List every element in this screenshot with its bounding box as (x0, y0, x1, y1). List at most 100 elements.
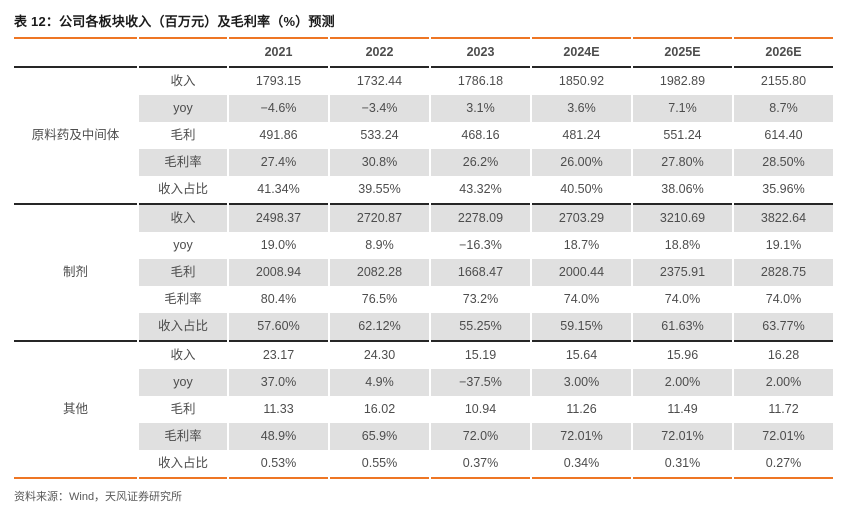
header-year: 2021 (229, 37, 328, 68)
metric-label: 毛利率 (139, 149, 227, 176)
value-cell: 2720.87 (330, 205, 429, 232)
value-cell: 15.96 (666, 348, 699, 362)
value-cell: 15.64 (565, 348, 598, 362)
value-cell: 0.37% (431, 450, 530, 479)
group-label: 原料药及中间体 (14, 68, 137, 205)
value-cell: 11.33 (263, 402, 294, 416)
value-cell: 2828.75 (734, 259, 833, 286)
value-cell: 16.02 (363, 402, 396, 416)
value-cell: 15.19 (464, 348, 497, 362)
value-cell: 468.16 (461, 128, 500, 142)
table-body: 原料药及中间体 收入 1793.15 1732.44 1786.18 1850.92 198… (14, 68, 833, 479)
group-label: 制剂 (14, 205, 137, 342)
value-cell: 8.9% (365, 238, 394, 252)
table-row: yoy 37.0% 4.9% −37.5% 3.00% 2.00% 2.00% (14, 369, 833, 396)
value-cell: 37.0% (229, 369, 328, 396)
value-cell: 614.40 (764, 128, 803, 142)
value-cell: 11.49 (667, 402, 698, 416)
value-cell: 2155.80 (760, 74, 807, 88)
metric-label: 收入 (170, 74, 196, 88)
table-row: 收入占比 41.34% 39.55% 43.32% 40.50% 38.06% 35.96% (14, 176, 833, 205)
table-row: yoy 19.0% 8.9% −16.3% 18.7% 18.8% 19.1% (14, 232, 833, 259)
header-year: 2024E (532, 37, 631, 68)
value-cell: 35.96% (734, 176, 833, 205)
value-cell: 11.26 (566, 402, 597, 416)
value-cell: 2.00% (633, 369, 732, 396)
value-cell: 491.86 (259, 128, 298, 142)
value-cell: −37.5% (431, 369, 530, 396)
value-cell: 73.2% (462, 292, 499, 306)
value-cell: 3.1% (431, 95, 530, 122)
value-cell: 72.01% (633, 423, 732, 450)
value-cell: −3.4% (330, 95, 429, 122)
segment-forecast-table: 2021 2022 2023 2024E 2025E 2026E 原料药及中间体… (12, 37, 835, 479)
metric-label: 毛利 (139, 259, 227, 286)
value-cell: 0.27% (734, 450, 833, 479)
header-metric-col (139, 37, 227, 68)
metric-label: yoy (139, 369, 227, 396)
value-cell: 55.25% (431, 313, 530, 342)
value-cell: −16.3% (459, 238, 502, 252)
value-cell: 1668.47 (431, 259, 530, 286)
value-cell: 74.0% (664, 292, 701, 306)
value-cell: 61.63% (633, 313, 732, 342)
value-cell: 28.50% (734, 149, 833, 176)
value-cell: 26.2% (431, 149, 530, 176)
value-cell: 10.94 (464, 402, 497, 416)
table-row: 毛利 2008.94 2082.28 1668.47 2000.44 2375.91 282… (14, 259, 833, 286)
header-year: 2022 (330, 37, 429, 68)
value-cell: 72.0% (431, 423, 530, 450)
value-cell: 18.8% (664, 238, 701, 252)
group-label: 其他 (14, 342, 137, 479)
table-title: 表 12：公司各板块收入（百万元）及毛利率（%）预测 (14, 14, 335, 29)
value-cell: 24.30 (363, 348, 396, 362)
value-cell: 63.77% (734, 313, 833, 342)
value-cell: 16.28 (767, 348, 800, 362)
metric-label: 收入占比 (139, 313, 227, 342)
value-cell: 2278.09 (431, 205, 530, 232)
value-cell: 43.32% (431, 176, 530, 205)
value-cell: 19.1% (765, 238, 802, 252)
value-cell: 74.0% (563, 292, 600, 306)
value-cell: 8.7% (734, 95, 833, 122)
value-cell: 3.6% (532, 95, 631, 122)
value-cell: 27.4% (229, 149, 328, 176)
value-cell: 3.00% (532, 369, 631, 396)
value-cell: 65.9% (330, 423, 429, 450)
value-cell: 26.00% (532, 149, 631, 176)
value-cell: 3822.64 (734, 205, 833, 232)
value-cell: 62.12% (330, 313, 429, 342)
header-group-col (14, 37, 137, 68)
value-cell: 19.0% (260, 238, 297, 252)
value-cell: 1793.15 (255, 74, 302, 88)
table-row: 毛利 491.86 533.24 468.16 481.24 551.24 614.40 (14, 122, 833, 149)
value-cell: 2000.44 (532, 259, 631, 286)
value-cell: 74.0% (765, 292, 802, 306)
value-cell: 481.24 (562, 128, 601, 142)
value-cell: 38.06% (633, 176, 732, 205)
value-cell: 18.7% (563, 238, 600, 252)
value-cell: 2703.29 (532, 205, 631, 232)
value-cell: 0.34% (532, 450, 631, 479)
value-cell: 72.01% (532, 423, 631, 450)
value-cell: 72.01% (734, 423, 833, 450)
value-cell: 39.55% (330, 176, 429, 205)
value-cell: 533.24 (360, 128, 399, 142)
metric-label: 收入占比 (139, 176, 227, 205)
header-year: 2023 (431, 37, 530, 68)
value-cell: 2082.28 (330, 259, 429, 286)
table-row: 收入占比 0.53% 0.55% 0.37% 0.34% 0.31% 0.27% (14, 450, 833, 479)
value-cell: 23.17 (262, 348, 295, 362)
value-cell: 2498.37 (229, 205, 328, 232)
metric-label: 收入 (139, 205, 227, 232)
table-row: 毛利率 48.9% 65.9% 72.0% 72.01% 72.01% 72.01% (14, 423, 833, 450)
metric-label: 收入占比 (139, 450, 227, 479)
value-cell: 1732.44 (356, 74, 403, 88)
header-year: 2025E (633, 37, 732, 68)
value-cell: 1982.89 (659, 74, 706, 88)
value-cell: 4.9% (330, 369, 429, 396)
value-cell: 2375.91 (633, 259, 732, 286)
table-row: 毛利率 27.4% 30.8% 26.2% 26.00% 27.80% 28.50% (14, 149, 833, 176)
table-row: 收入占比 57.60% 62.12% 55.25% 59.15% 61.63% 63.77% (14, 313, 833, 342)
value-cell: 80.4% (260, 292, 297, 306)
